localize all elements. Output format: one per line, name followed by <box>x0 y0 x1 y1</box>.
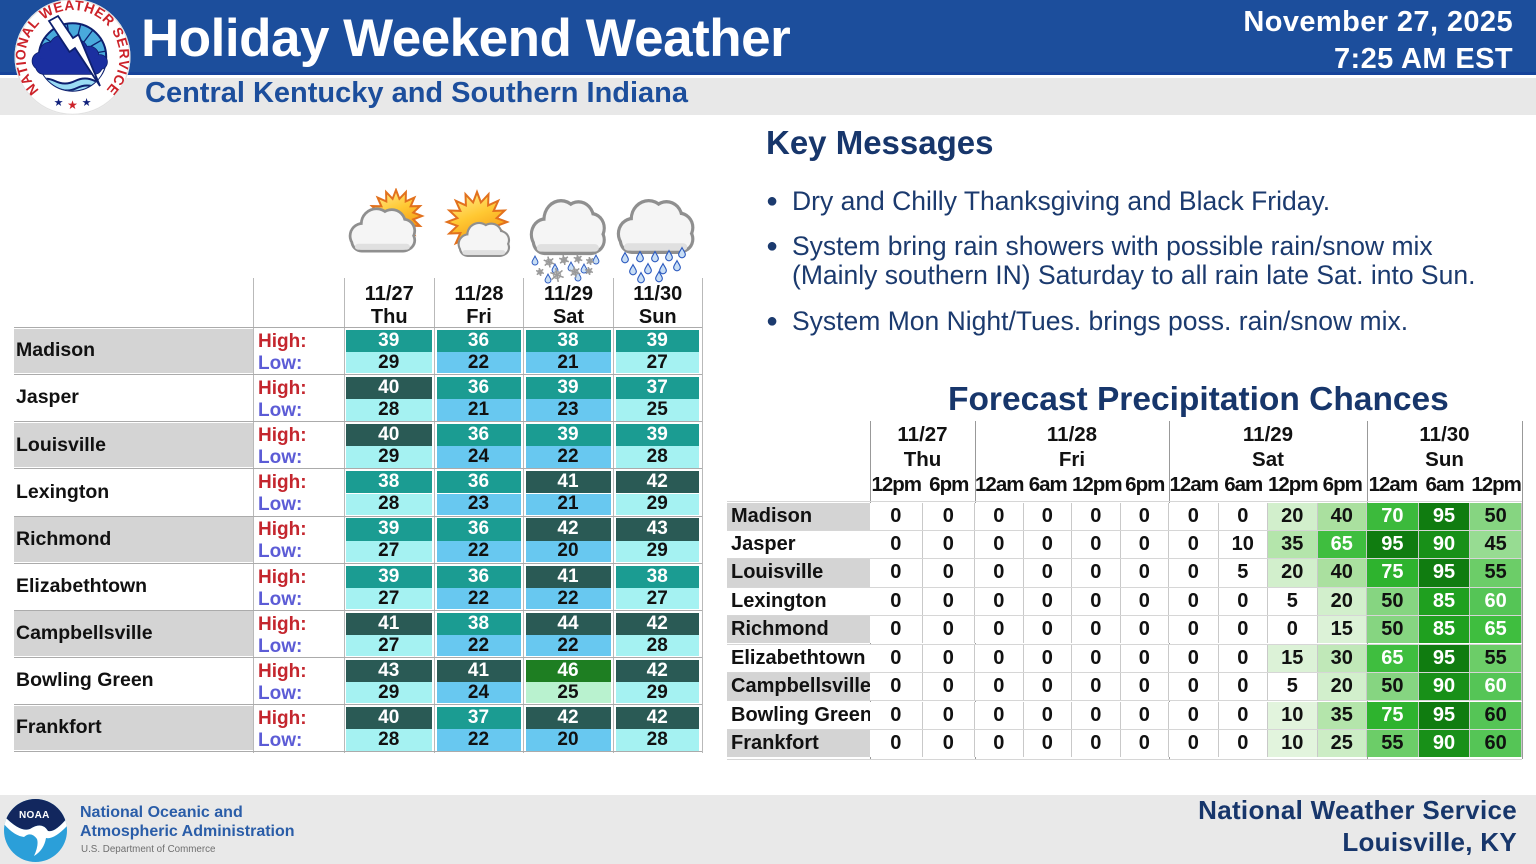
svg-text:★: ★ <box>67 98 78 112</box>
svg-text:★: ★ <box>82 97 92 109</box>
svg-text:NOAA: NOAA <box>19 810 50 821</box>
svg-text:★: ★ <box>54 97 64 109</box>
